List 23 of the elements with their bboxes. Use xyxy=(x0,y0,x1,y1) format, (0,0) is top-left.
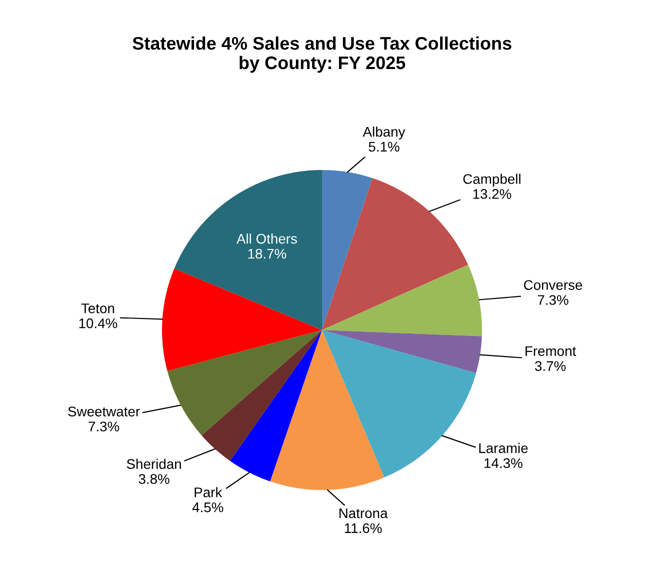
data-label: 5.1% xyxy=(368,142,400,152)
data-label: 3.8% xyxy=(138,474,170,484)
slice-label: Albany xyxy=(362,126,406,140)
slice-label: Fremont xyxy=(526,346,576,356)
slice-label: Laramie xyxy=(479,442,528,454)
slice-label: Teton xyxy=(81,304,114,314)
data-label: 7.3% xyxy=(88,422,120,432)
slice-label: Park xyxy=(194,487,222,498)
slice-label: Campbell xyxy=(463,174,520,187)
slice-label: All Others xyxy=(236,234,297,244)
chart-title: Statewide 4% Sales and Use Tax Collections by County: FY 2025 xyxy=(132,36,512,73)
slice-label: Natrona xyxy=(339,508,388,518)
data-label: 18.7% xyxy=(248,248,286,259)
slice-label: Sheridan xyxy=(126,458,181,469)
data-label: 4.5% xyxy=(192,502,224,512)
slice-label: Converse xyxy=(524,280,582,290)
data-label: 10.4% xyxy=(79,318,118,328)
data-label: 11.6% xyxy=(344,523,382,534)
slice-label: Sweetwater xyxy=(68,406,140,416)
data-label: 7.3% xyxy=(538,295,568,305)
data-label: 14.3% xyxy=(484,458,522,468)
data-label: 3.7% xyxy=(534,361,566,371)
data-label: 13.2% xyxy=(473,189,512,199)
